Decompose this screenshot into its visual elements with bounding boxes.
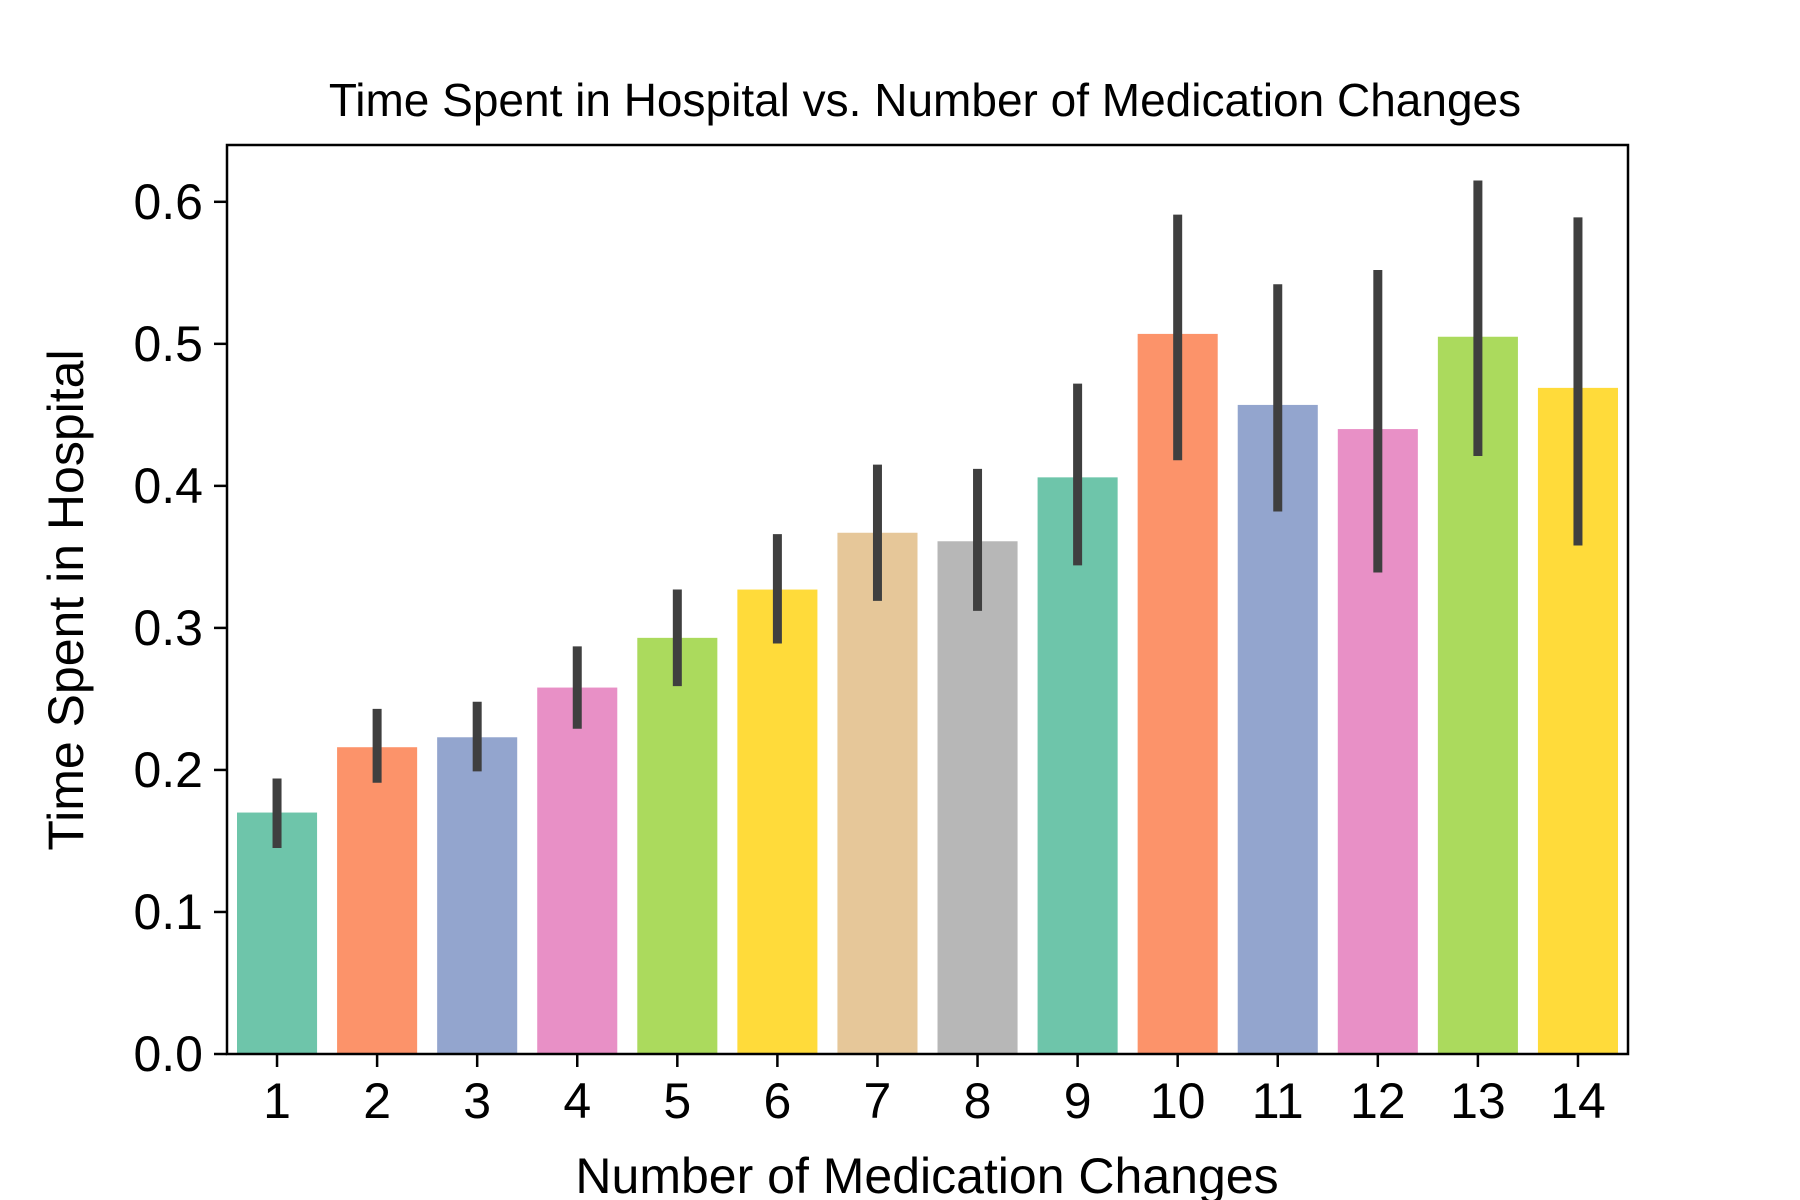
x-axis: 1 2 3 4 5 6 7 8 9 10 11 12 13 14 — [263, 1054, 1606, 1129]
bar-3 — [437, 737, 518, 1054]
x-tick-label: 11 — [1252, 1073, 1304, 1129]
x-tick-label: 7 — [864, 1073, 892, 1129]
bar-7 — [837, 532, 918, 1054]
x-axis-label: Number of Medication Changes — [575, 1148, 1278, 1200]
x-tick-label: 14 — [1550, 1073, 1606, 1129]
x-tick-label: 2 — [363, 1073, 391, 1129]
x-tick-label: 8 — [964, 1073, 992, 1129]
bar-11 — [1237, 404, 1318, 1054]
y-tick-label: 0.5 — [133, 316, 203, 372]
x-tick-label: 6 — [763, 1073, 791, 1129]
bar-8 — [937, 541, 1018, 1054]
bar-6 — [737, 589, 818, 1054]
y-tick-label: 0.0 — [133, 1026, 203, 1082]
bar-5 — [637, 637, 718, 1054]
y-axis-label: Time Spent in Hospital — [38, 349, 94, 850]
y-tick-label: 0.3 — [133, 600, 203, 656]
y-tick-label: 0.6 — [133, 174, 203, 230]
bar-2 — [337, 747, 418, 1054]
bars-layer — [237, 333, 1618, 1055]
y-axis: 0.0 0.1 0.2 0.3 0.4 0.5 0.6 — [133, 174, 227, 1082]
bar-9 — [1037, 477, 1118, 1054]
y-tick-label: 0.2 — [133, 742, 203, 798]
x-tick-label: 13 — [1450, 1073, 1506, 1129]
x-tick-label: 5 — [663, 1073, 691, 1129]
errorbars-layer — [272, 180, 1583, 849]
bar-13 — [1437, 336, 1518, 1054]
bar-4 — [537, 687, 618, 1054]
x-tick-label: 4 — [563, 1073, 591, 1129]
plot-frame — [225, 143, 1630, 1056]
x-tick-label: 10 — [1150, 1073, 1206, 1129]
x-tick-label: 1 — [263, 1073, 291, 1129]
x-tick-label: 12 — [1350, 1073, 1406, 1129]
bar-1 — [237, 812, 318, 1054]
chart-title: Time Spent in Hospital vs. Number of Med… — [329, 74, 1521, 126]
x-tick-label: 3 — [463, 1073, 491, 1129]
y-tick-label: 0.4 — [133, 458, 203, 514]
x-tick-label: 9 — [1064, 1073, 1092, 1129]
y-tick-label: 0.1 — [133, 884, 203, 940]
